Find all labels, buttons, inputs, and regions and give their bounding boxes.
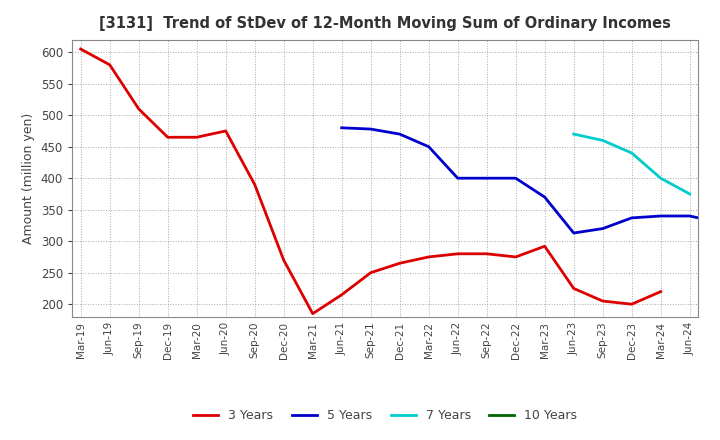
7 Years xyxy=(627,150,636,156)
3 Years xyxy=(279,257,288,263)
3 Years xyxy=(657,289,665,294)
3 Years xyxy=(366,270,375,275)
3 Years xyxy=(627,301,636,307)
3 Years xyxy=(221,128,230,134)
5 Years xyxy=(338,125,346,130)
3 Years xyxy=(76,46,85,51)
3 Years xyxy=(541,244,549,249)
5 Years xyxy=(685,213,694,219)
5 Years xyxy=(511,176,520,181)
3 Years xyxy=(482,251,491,257)
Title: [3131]  Trend of StDev of 12-Month Moving Sum of Ordinary Incomes: [3131] Trend of StDev of 12-Month Moving… xyxy=(99,16,671,32)
5 Years xyxy=(366,126,375,132)
7 Years xyxy=(685,191,694,197)
Line: 3 Years: 3 Years xyxy=(81,49,661,314)
Line: 5 Years: 5 Years xyxy=(342,128,720,246)
5 Years xyxy=(598,226,607,231)
7 Years xyxy=(598,138,607,143)
7 Years xyxy=(657,176,665,181)
5 Years xyxy=(570,231,578,236)
Line: 7 Years: 7 Years xyxy=(574,134,690,194)
3 Years xyxy=(338,292,346,297)
3 Years xyxy=(395,260,404,266)
5 Years xyxy=(714,220,720,225)
5 Years xyxy=(657,213,665,219)
5 Years xyxy=(482,176,491,181)
3 Years xyxy=(598,298,607,304)
3 Years xyxy=(251,182,259,187)
3 Years xyxy=(454,251,462,257)
3 Years xyxy=(192,135,201,140)
5 Years xyxy=(424,144,433,149)
Legend: 3 Years, 5 Years, 7 Years, 10 Years: 3 Years, 5 Years, 7 Years, 10 Years xyxy=(188,404,582,427)
3 Years xyxy=(105,62,114,67)
5 Years xyxy=(541,194,549,200)
Y-axis label: Amount (million yen): Amount (million yen) xyxy=(22,113,35,244)
3 Years xyxy=(163,135,172,140)
3 Years xyxy=(135,106,143,111)
3 Years xyxy=(570,286,578,291)
5 Years xyxy=(454,176,462,181)
5 Years xyxy=(395,132,404,137)
3 Years xyxy=(511,254,520,260)
3 Years xyxy=(424,254,433,260)
3 Years xyxy=(308,311,317,316)
7 Years xyxy=(570,132,578,137)
5 Years xyxy=(627,215,636,220)
